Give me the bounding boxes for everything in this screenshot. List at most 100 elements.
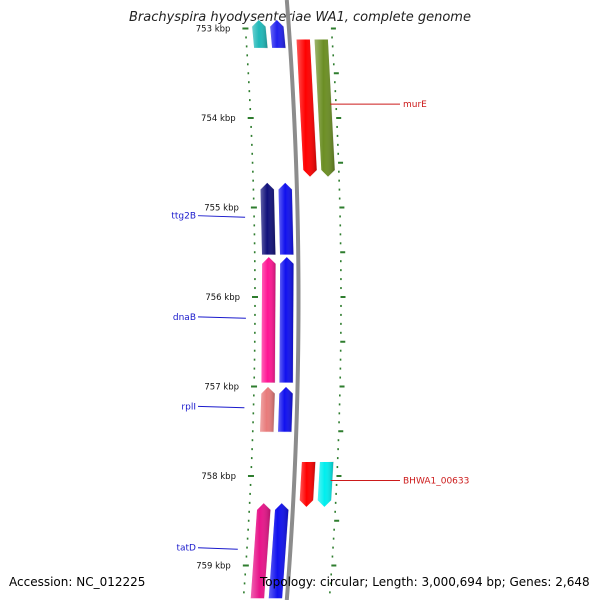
- scale-tick-left: [250, 134, 253, 137]
- scale-tick-right: [340, 304, 342, 307]
- gene-feature[interactable]: [250, 502, 272, 599]
- scale-tick-left: [251, 152, 254, 155]
- scale-tick-right: [338, 161, 344, 164]
- scale-tick-left: [252, 403, 255, 406]
- scale-tick-right: [339, 242, 342, 245]
- scale-tick-right: [338, 170, 340, 173]
- scale-tick-right: [335, 483, 338, 486]
- scale-tick-right: [335, 492, 337, 495]
- scale-tick-left: [253, 394, 255, 397]
- scale-tick-left: [254, 304, 256, 307]
- scale-tick-left: [252, 179, 254, 182]
- gene-arrow-shade: [296, 39, 317, 178]
- gene-feature[interactable]: [278, 256, 295, 384]
- scale-tick-left: [246, 54, 249, 57]
- gene-feature[interactable]: [317, 461, 334, 508]
- scale-tick-right: [340, 251, 346, 254]
- gene-feature[interactable]: [259, 181, 277, 256]
- scale-label: 756 kbp: [205, 293, 240, 303]
- scale-tick-left: [252, 296, 258, 298]
- scale-tick-right: [329, 591, 331, 594]
- gene-label: murE: [403, 100, 427, 110]
- scale-tick-right: [339, 206, 345, 209]
- gene-arrow-shade: [314, 39, 335, 178]
- scale-label: 758 kbp: [201, 472, 236, 482]
- scale-tick-right: [338, 421, 340, 424]
- scale-label: 757 kbp: [204, 383, 239, 393]
- gene-feature[interactable]: [277, 386, 294, 433]
- scale-tick-left: [252, 170, 254, 173]
- scale-tick-right: [336, 457, 339, 460]
- gene-arrow-shade: [279, 256, 294, 383]
- accession-text: Accession: NC_012225: [9, 575, 146, 589]
- scale-tick-left: [246, 63, 249, 66]
- scale-tick-left: [250, 125, 252, 128]
- gene-arrow-shade: [269, 19, 286, 49]
- scale-tick-left: [253, 340, 256, 343]
- gene-arrow-shade: [278, 182, 294, 255]
- gene-feature[interactable]: [268, 502, 290, 599]
- scale-tick-left: [254, 260, 256, 263]
- scale-tick-left: [248, 90, 251, 93]
- scale-tick-left: [247, 519, 250, 522]
- scale-tick-left: [247, 117, 254, 119]
- scale-tick-left: [247, 475, 254, 477]
- backbone-layer: [284, 0, 301, 600]
- gene-arrow-shade: [260, 182, 276, 255]
- scale-label: 759 kbp: [196, 562, 231, 572]
- gene-arrow-shade: [251, 19, 268, 49]
- gene-feature[interactable]: [295, 38, 318, 178]
- scale-tick-left: [252, 197, 255, 200]
- scale-tick-right: [339, 394, 341, 397]
- scale-tick-left: [251, 161, 254, 164]
- scale-tick-left: [250, 466, 253, 469]
- gene-feature[interactable]: [269, 19, 287, 49]
- scale-tick-right: [340, 260, 342, 263]
- scale-tick-right: [339, 224, 342, 227]
- scale-tick-right: [340, 296, 346, 298]
- scale-tick-left: [253, 242, 256, 245]
- gene-feature[interactable]: [299, 461, 316, 508]
- scale-tick-left: [249, 492, 251, 495]
- label-leader: [197, 316, 246, 319]
- scale-tick-right: [339, 376, 342, 379]
- label-leader: [197, 215, 246, 218]
- scale-tick-right: [337, 143, 339, 146]
- gene-feature[interactable]: [260, 256, 277, 384]
- gene-arrow-shade: [250, 502, 271, 599]
- gene-feature[interactable]: [259, 386, 276, 433]
- scale-tick-right: [340, 269, 342, 272]
- feature-layer[interactable]: [250, 19, 336, 599]
- gene-arrow-shade: [277, 386, 293, 433]
- scale-tick-left: [243, 591, 245, 594]
- scale-tick-right: [337, 439, 340, 442]
- scale-tick-left: [247, 72, 250, 75]
- scale-tick-right: [331, 555, 334, 558]
- label-leader: [197, 547, 238, 550]
- scale-tick-right: [338, 430, 344, 433]
- scale-tick-right: [338, 179, 340, 182]
- scale-tick-right: [336, 117, 342, 119]
- gene-arrow-shade: [268, 502, 289, 599]
- scale-tick-left: [254, 269, 256, 272]
- gene-feature[interactable]: [277, 181, 295, 256]
- scale-tick-right: [340, 287, 342, 290]
- scale-tick-left: [254, 322, 256, 325]
- scale-tick-left: [253, 358, 256, 361]
- backbone-arc: [284, 0, 301, 600]
- scale-tick-left: [246, 537, 249, 540]
- scale-tick-left: [254, 313, 256, 316]
- gene-arrow-shade: [317, 461, 334, 508]
- scale-tick-right: [339, 349, 342, 352]
- gene-feature[interactable]: [313, 38, 336, 178]
- scale-tick-right: [334, 519, 340, 522]
- scale-tick-right: [340, 322, 342, 325]
- scale-tick-left: [253, 215, 255, 218]
- scale-tick-right: [333, 528, 335, 531]
- gene-feature[interactable]: [251, 19, 269, 49]
- scale-tick-left: [247, 528, 249, 531]
- scale-tick-right: [336, 134, 339, 137]
- scale-tick-right: [338, 197, 341, 200]
- scale-tick-right: [331, 564, 337, 567]
